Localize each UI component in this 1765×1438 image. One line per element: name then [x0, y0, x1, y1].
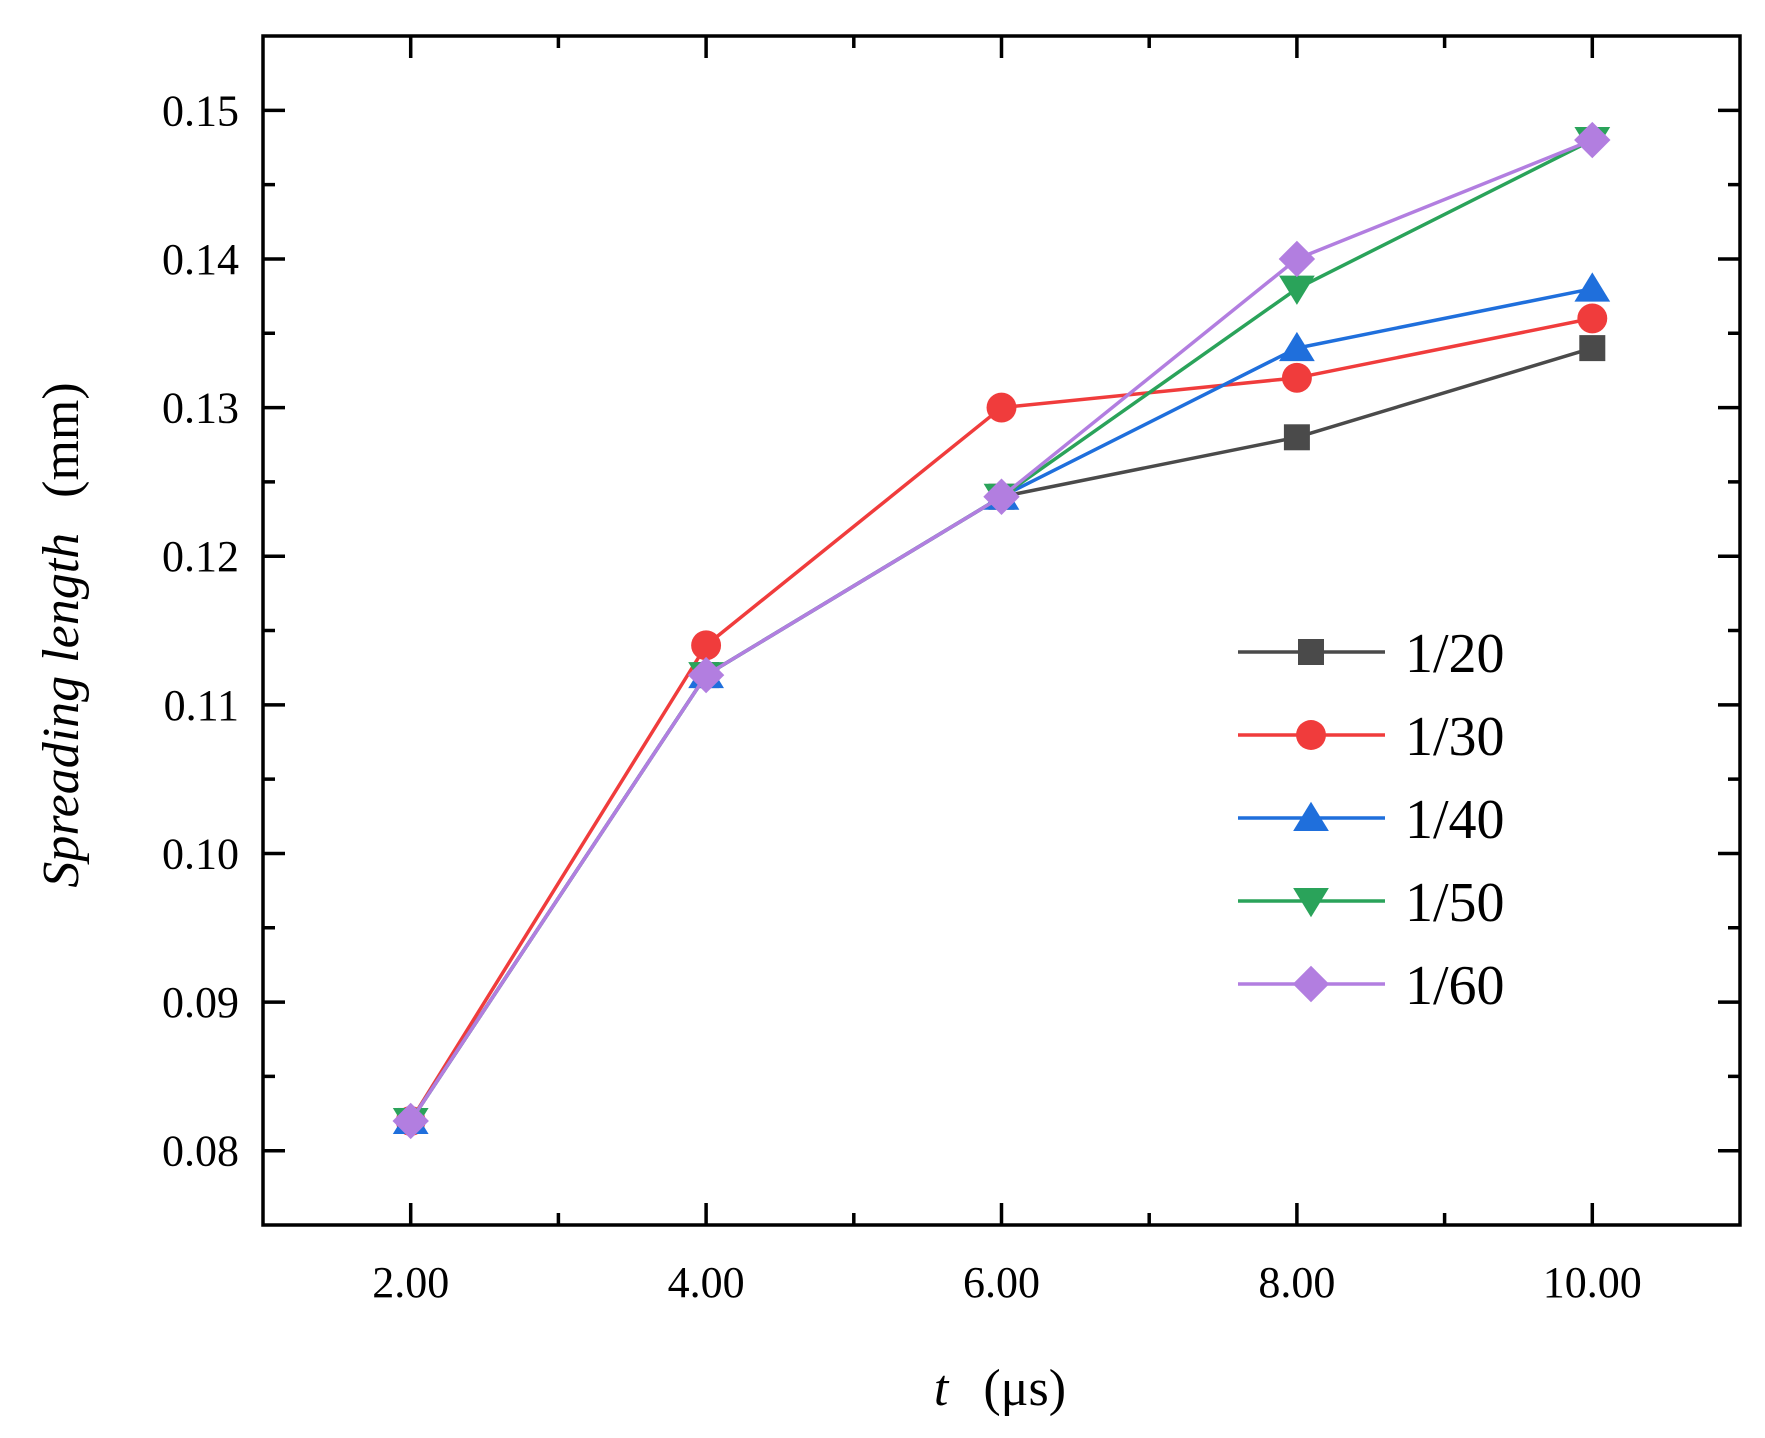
- legend-entry: 1/40: [1238, 789, 1505, 851]
- series-5: [392, 121, 1611, 1140]
- y-tick-label: 0.14: [162, 235, 239, 284]
- legend-marker: [1296, 720, 1326, 750]
- legend-marker: [1298, 639, 1324, 665]
- axis-ticks: [263, 36, 1740, 1225]
- data-series: [392, 121, 1611, 1140]
- y-tick-label: 0.13: [162, 384, 239, 433]
- data-point: [1281, 362, 1312, 393]
- x-axis-variable: t: [934, 1360, 950, 1417]
- y-tick-label: 0.10: [162, 829, 239, 878]
- y-tick-label: 0.12: [162, 532, 239, 581]
- data-point: [1279, 275, 1315, 305]
- y-tick-label: 0.11: [164, 681, 239, 730]
- y-axis-title: Spreading length (mm): [33, 382, 90, 887]
- axis-tick-labels: 2.00 4.00 6.00 8.00 10.00 0.08 0.09 0.10 0.11 0.1…: [162, 86, 1642, 1307]
- x-tick-label: 2.00: [372, 1258, 449, 1307]
- legend-entry: 1/30: [1238, 706, 1505, 768]
- legend-label: 1/30: [1405, 706, 1505, 768]
- y-tick-label: 0.15: [162, 86, 239, 135]
- data-point: [1577, 303, 1608, 334]
- legend-marker: [1293, 888, 1329, 918]
- y-tick-label: 0.08: [162, 1127, 239, 1176]
- x-tick-label: 8.00: [1258, 1258, 1335, 1307]
- data-point: [983, 478, 1020, 515]
- y-axis-unit: (mm): [33, 382, 90, 498]
- data-point: [1574, 272, 1611, 302]
- x-tick-label: 4.00: [668, 1258, 745, 1307]
- x-tick-label: 10.00: [1543, 1258, 1642, 1307]
- y-axis-variable: Spreading length: [33, 533, 90, 888]
- x-tick-label: 6.00: [963, 1258, 1040, 1307]
- x-axis-unit: (μs): [983, 1360, 1066, 1417]
- data-point: [687, 656, 725, 694]
- data-point: [691, 630, 722, 661]
- data-point: [1579, 335, 1606, 362]
- legend: 1/20 1/30 1/40 1/50 1/60: [1238, 623, 1505, 1017]
- x-axis-title: t (μs): [934, 1360, 1066, 1417]
- data-point: [986, 392, 1017, 423]
- data-point: [1279, 331, 1315, 362]
- data-point: [392, 1102, 429, 1140]
- legend-label: 1/50: [1405, 872, 1505, 934]
- plot-frame: [261, 34, 1742, 1227]
- legend-marker: [1292, 965, 1330, 1003]
- data-point: [1283, 424, 1310, 451]
- series-2: [395, 303, 1608, 1136]
- legend-label: 1/40: [1405, 789, 1505, 851]
- data-point: [1574, 121, 1611, 159]
- legend-entry: 1/60: [1238, 955, 1505, 1017]
- legend-label: 1/20: [1405, 623, 1505, 685]
- legend-label: 1/60: [1405, 955, 1505, 1017]
- y-tick-label: 0.09: [162, 978, 239, 1027]
- legend-entry: 1/20: [1238, 623, 1505, 685]
- legend-marker: [1293, 801, 1329, 831]
- data-point: [1278, 240, 1316, 278]
- legend-entry: 1/50: [1238, 872, 1505, 934]
